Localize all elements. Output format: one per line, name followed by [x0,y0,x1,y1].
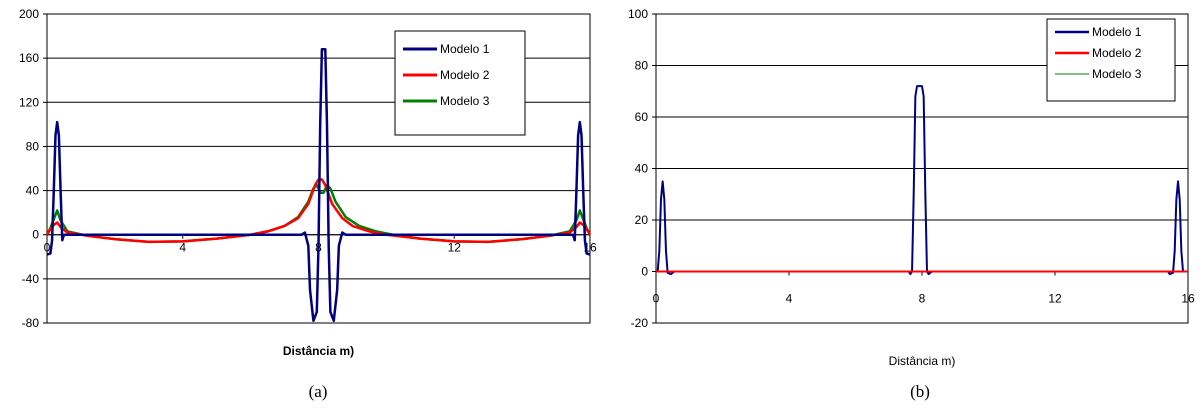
series-line-modelo-1 [656,85,1188,276]
legend-label: Modelo 1 [1092,25,1142,39]
x-tick-label: 4 [786,292,793,306]
x-tick-label: 12 [448,241,462,255]
x-tick-label: 0 [44,241,51,255]
legend-label: Modelo 3 [1092,67,1142,81]
y-tick-label: 40 [26,184,40,198]
y-tick-label: 20 [635,213,649,227]
x-axis-title: Distância m) [283,344,354,358]
legend: Modelo 1 Modelo 2 Modelo 3 [394,30,526,136]
y-tick-label: 80 [26,139,40,153]
y-tick-label: 100 [628,7,648,21]
x-tick-label: 0 [653,292,660,306]
legend-label: Modelo 3 [440,94,490,108]
figure-caption: (a) [309,382,328,401]
y-tick-label: 0 [641,265,648,279]
x-tick-label: 4 [179,241,186,255]
x-tick-label: 12 [1048,292,1062,306]
legend-label: Modelo 2 [1092,46,1142,60]
y-tick-label: 60 [635,110,649,124]
legend: Modelo 1 Modelo 2 Modelo 3 [1046,18,1176,102]
y-tick-label: -40 [22,272,40,286]
y-tick-label: 160 [19,51,39,65]
x-axis-title: Distância m) [889,354,956,368]
x-tick-label: 16 [1181,292,1195,306]
y-tick-label: 120 [19,95,39,109]
y-tick-label: 80 [635,59,649,73]
y-tick-label: 200 [19,7,39,21]
legend-label: Modelo 2 [440,68,490,82]
x-tick-label: 8 [919,292,926,306]
legend-label: Modelo 1 [440,42,490,56]
y-tick-label: 0 [32,228,39,242]
figure-caption: (b) [910,382,930,401]
series-line-modelo-1 [46,48,591,323]
y-tick-label: -20 [631,316,649,330]
y-tick-label: -80 [22,316,40,330]
y-tick-label: 40 [635,162,649,176]
